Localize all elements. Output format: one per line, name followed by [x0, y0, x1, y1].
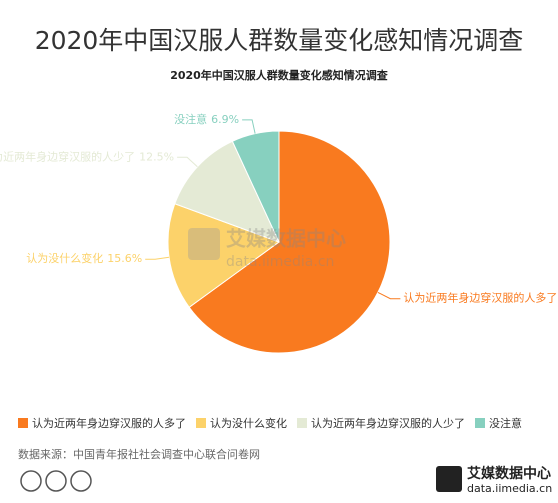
slice-label: 认为近两年身边穿汉服的人多了: [403, 291, 557, 305]
slice-label-value: 6.9%: [211, 113, 239, 126]
legend-swatch: [196, 418, 206, 428]
slice-label-name: 认为没什么变化: [26, 251, 103, 265]
leader-line: [242, 119, 256, 134]
legend-label: 认为近两年身边穿汉服的人多了: [32, 416, 186, 430]
watermark-name: 艾媒数据中心: [226, 227, 346, 251]
pie: 认为近两年身边穿汉服的人多了 认为没什么变化 15.6% 认为近两年身边穿汉服的人少了…: [0, 112, 557, 354]
icon: [70, 470, 92, 492]
watermark-url: data.iimedia.cn: [226, 254, 334, 270]
legend-swatch: [18, 418, 28, 428]
slice-label-name: 没注意: [174, 112, 207, 126]
source: 数据来源：中国青年报社社会调查中心联合问卷网: [18, 447, 260, 461]
leader-line: [177, 156, 198, 168]
leader-line: [145, 256, 170, 260]
slice-label-name: 认为近两年身边穿汉服的人少了: [0, 149, 135, 163]
watermark: 艾媒数据中心 data.iimedia.cn: [188, 227, 346, 270]
icon: [45, 470, 67, 492]
legend-swatch: [297, 418, 307, 428]
slice-label: 认为近两年身边穿汉服的人少了 12.5%: [0, 149, 174, 163]
chart-subtitle: 2020年中国汉服人群数量变化感知情况调查: [170, 68, 388, 82]
slice-label: 没注意 6.9%: [174, 112, 239, 126]
slice-label-name: 认为近两年身边穿汉服的人多了: [403, 291, 557, 305]
brand-url: data.iimedia.cn: [467, 482, 552, 495]
brand-name: 艾媒数据中心: [467, 465, 551, 482]
slice-label-value: 12.5%: [139, 150, 174, 163]
icon: [20, 470, 42, 492]
slice-label-value: 15.6%: [107, 252, 142, 265]
leader-line: [377, 291, 401, 300]
brand: 艾媒数据中心 data.iimedia.cn: [436, 465, 552, 495]
pie-slice: [188, 130, 391, 354]
legend: 认为近两年身边穿汉服的人多了 认为没什么变化 认为近两年身边穿汉服的人少了 没注意: [18, 416, 522, 430]
pie-slice: [174, 140, 280, 243]
legend-swatch: [475, 418, 485, 428]
pie-slice: [167, 203, 281, 308]
watermark-logo: [188, 228, 220, 260]
legend-label: 认为没什么变化: [210, 416, 287, 430]
slice-label: 认为没什么变化 15.6%: [26, 251, 142, 265]
legend-label: 没注意: [489, 416, 522, 430]
legend-label: 认为近两年身边穿汉服的人少了: [311, 416, 465, 430]
chart-title: 2020年中国汉服人群数量变化感知情况调查: [35, 26, 524, 55]
brand-logo: [436, 466, 462, 492]
license-icons: [20, 470, 92, 492]
